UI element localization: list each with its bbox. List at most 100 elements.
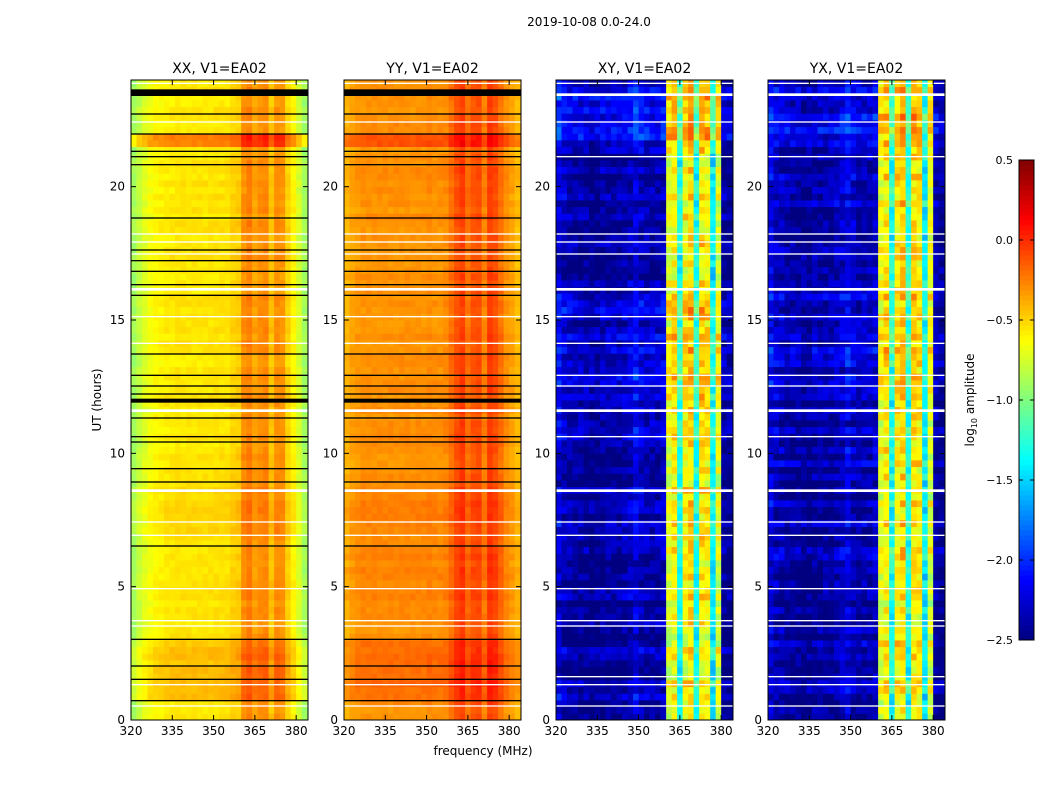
heatmap-cell — [416, 567, 422, 574]
heatmap-cell — [203, 367, 209, 374]
heatmap-cell — [214, 160, 220, 167]
flag-line-white — [131, 121, 308, 122]
heatmap-cell — [344, 373, 350, 380]
heatmap-cell — [131, 707, 137, 714]
heatmap-cell — [225, 180, 231, 187]
heatmap-cell — [208, 667, 214, 674]
heatmap-cell — [236, 680, 242, 687]
heatmap-cell — [438, 520, 444, 527]
heatmap-cell — [471, 520, 477, 527]
heatmap-cell — [432, 500, 438, 507]
heatmap-cell — [274, 533, 280, 540]
heatmap-cell — [383, 453, 389, 460]
heatmap-cell — [432, 693, 438, 700]
heatmap-cell — [493, 453, 499, 460]
heatmap-cell — [214, 640, 220, 647]
heatmap-cell — [164, 467, 170, 474]
heatmap-cell — [482, 647, 488, 654]
heatmap-cell — [285, 527, 291, 534]
heatmap-cell — [504, 640, 510, 647]
heatmap-cell — [197, 160, 203, 167]
heatmap-cell — [208, 173, 214, 180]
heatmap-cell — [208, 447, 214, 454]
heatmap-cell — [291, 240, 297, 247]
heatmap-cell — [153, 493, 159, 500]
heatmap-cell — [236, 413, 242, 420]
heatmap-cell — [159, 573, 165, 580]
heatmap-cell — [280, 127, 286, 134]
heatmap-cell — [285, 513, 291, 520]
heatmap-cell — [498, 367, 504, 374]
heatmap-cell — [476, 440, 482, 447]
heatmap-cell — [432, 587, 438, 594]
heatmap-cell — [399, 413, 405, 420]
heatmap-cell — [164, 440, 170, 447]
heatmap-cell — [181, 207, 187, 214]
heatmap-cell — [344, 413, 350, 420]
heatmap-cell — [241, 347, 247, 354]
heatmap-cell — [148, 120, 154, 127]
flag-line-white — [131, 409, 308, 412]
heatmap-cell — [465, 587, 471, 594]
heatmap-cell — [504, 360, 510, 367]
heatmap-cell — [208, 213, 214, 220]
heatmap-cell — [465, 527, 471, 534]
heatmap-cell — [208, 427, 214, 434]
heatmap-cell — [285, 220, 291, 227]
heatmap-cell — [225, 533, 231, 540]
heatmap-cell — [405, 680, 411, 687]
heatmap-cell — [498, 573, 504, 580]
heatmap-cell — [515, 480, 521, 487]
heatmap-cell — [142, 593, 148, 600]
heatmap-cell — [280, 280, 286, 287]
heatmap-cell — [186, 500, 192, 507]
heatmap-cell — [460, 480, 466, 487]
heatmap-cell — [285, 140, 291, 147]
heatmap-cell — [291, 693, 297, 700]
heatmap-cell — [225, 607, 231, 614]
heatmap-cell — [203, 507, 209, 514]
heatmap-cell — [142, 707, 148, 714]
heatmap-cell — [258, 373, 264, 380]
heatmap-cell — [377, 680, 383, 687]
heatmap-cell — [438, 647, 444, 654]
heatmap-cell — [203, 580, 209, 587]
heatmap-cell — [361, 507, 367, 514]
heatmap-cell — [427, 507, 433, 514]
heatmap-cell — [394, 707, 400, 714]
heatmap-cell — [449, 367, 455, 374]
heatmap-cell — [219, 280, 225, 287]
heatmap-cell — [258, 280, 264, 287]
heatmap-cell — [192, 647, 198, 654]
heatmap-cell — [236, 453, 242, 460]
heatmap-cell — [427, 600, 433, 607]
heatmap-cell — [131, 200, 137, 207]
heatmap-cell — [159, 360, 165, 367]
heatmap-cell — [399, 533, 405, 540]
heatmap-cell — [443, 480, 449, 487]
heatmap-cell — [170, 373, 176, 380]
heatmap-cell — [291, 453, 297, 460]
heatmap-cell — [405, 587, 411, 594]
heatmap-cell — [344, 473, 350, 480]
heatmap-cell — [274, 187, 280, 194]
heatmap-cell — [296, 373, 302, 380]
heatmap-cell — [471, 480, 477, 487]
heatmap-cell — [405, 360, 411, 367]
heatmap-cell — [454, 413, 460, 420]
heatmap-cell — [164, 167, 170, 174]
heatmap-cell — [225, 613, 231, 620]
heatmap-cell — [377, 460, 383, 467]
heatmap-cell — [416, 533, 422, 540]
heatmap-cell — [230, 707, 236, 714]
heatmap-cell — [302, 593, 308, 600]
heatmap-cell — [263, 360, 269, 367]
heatmap-cell — [416, 607, 422, 614]
heatmap-cell — [471, 553, 477, 560]
heatmap-cell — [454, 647, 460, 654]
heatmap-cell — [241, 713, 247, 720]
heatmap-cell — [476, 653, 482, 660]
heatmap-cell — [186, 593, 192, 600]
heatmap-cell — [225, 440, 231, 447]
heatmap-cell — [208, 593, 214, 600]
